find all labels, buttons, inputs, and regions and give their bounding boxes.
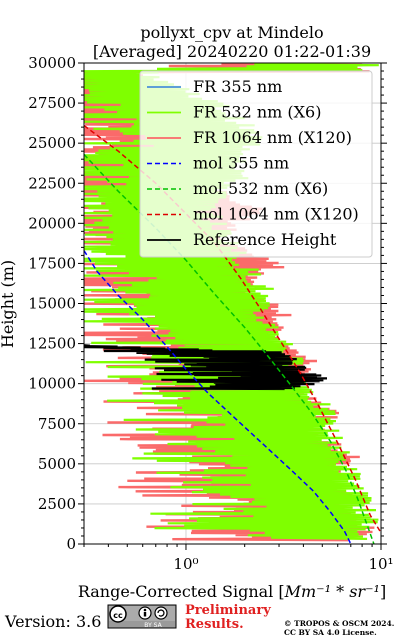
y-tick-label: 25000: [28, 134, 76, 152]
chart-title-line2: [Averaged] 20240220 01:22-01:39: [93, 42, 371, 61]
series-reference-height-line: [84, 344, 328, 391]
by-icon-head: [143, 608, 147, 612]
y-tick-label: 20000: [28, 214, 76, 232]
y-axis-label: Height (m): [0, 260, 17, 348]
y-tick-label: 0: [66, 535, 76, 553]
y-tick-label: 15000: [28, 295, 76, 313]
sa-icon: [154, 606, 168, 620]
legend-box: [139, 70, 373, 258]
x-axis-label-units: Mm⁻¹ * sr⁻¹: [284, 582, 380, 601]
axis-ticks: 10⁰ 10¹ 0 2500 5000 7500 10000 12500 15000 17500 2…: [28, 54, 393, 573]
preliminary-line2: Results.: [185, 617, 244, 632]
legend: FR 355 nm FR 532 nm (X6) FR 1064 nm (X120)…: [139, 70, 373, 258]
y-tick-label: 10000: [28, 375, 76, 393]
y-tick-label: 30000: [28, 54, 76, 72]
legend-label: FR 355 nm: [193, 77, 282, 96]
series-fr532-line: [84, 63, 379, 540]
cc-icon-glyph: cc: [113, 611, 123, 620]
x-axis-label-main: Range-Corrected Signal [: [78, 582, 285, 601]
series-mol532-line: [84, 153, 375, 544]
y-tick-label: 2500: [38, 495, 76, 513]
y-tick-label: 27500: [28, 94, 76, 112]
cc-by-sa-badge: cc BY SA: [107, 604, 177, 629]
legend-label: mol 1064 nm (X120): [193, 205, 359, 224]
legend-label: mol 355 nm: [193, 154, 289, 173]
version-text: Version: 3.6: [4, 612, 101, 631]
cc-badge-sub: BY SA: [144, 622, 162, 629]
legend-label: Reference Height: [193, 230, 337, 249]
y-tick-label: 12500: [28, 335, 76, 353]
cc-icon: [109, 605, 127, 623]
y-tick-label: 22500: [28, 174, 76, 192]
x-tick-label: 10⁰: [173, 555, 198, 573]
legend-label: mol 532 nm (X6): [193, 179, 328, 198]
chart-title-line1: pollyxt_cpv at Mindelo: [140, 23, 323, 42]
by-icon-body: [143, 612, 147, 617]
legend-label: FR 1064 nm (X120): [193, 128, 352, 147]
x-axis-label-close: ]: [380, 582, 386, 601]
copyright-line1: © TROPOS & OSCM 2024.: [284, 619, 394, 628]
y-tick-label: 17500: [28, 254, 76, 272]
y-tick-label: 7500: [38, 415, 76, 433]
series-mol355-line: [84, 250, 352, 544]
preliminary-line1: Preliminary: [185, 603, 271, 618]
x-axis-label: Range-Corrected Signal [Mm⁻¹ * sr⁻¹]: [78, 582, 386, 601]
y-tick-label: 5000: [38, 455, 76, 473]
legend-label: FR 532 nm (X6): [193, 103, 321, 122]
sa-icon-arrow: [157, 609, 165, 617]
x-tick-label: 10¹: [368, 555, 393, 573]
copyright-line2: CC BY SA 4.0 License.: [284, 628, 377, 637]
